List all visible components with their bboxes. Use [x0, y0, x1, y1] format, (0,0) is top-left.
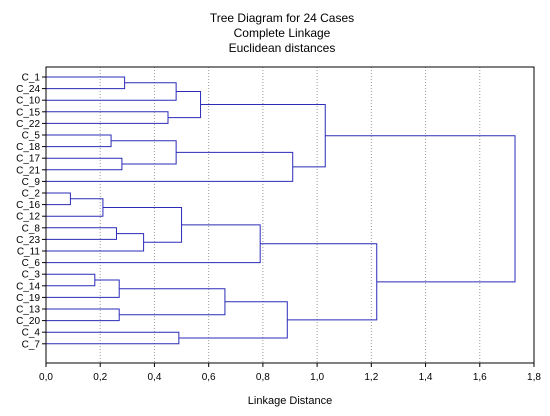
- dendrogram-link: [102, 207, 183, 243]
- dendrogram-link: [260, 243, 378, 321]
- leaf-label: C_17: [16, 154, 40, 165]
- leaf-label: C_4: [22, 328, 41, 339]
- dendrogram-link: [46, 279, 120, 298]
- leaf-label: C_11: [17, 247, 41, 258]
- x-tick-label: 0,6: [202, 372, 216, 383]
- leaf-label: C_10: [16, 96, 40, 107]
- dendrogram-link: [325, 135, 516, 283]
- x-tick-label: 0,4: [147, 372, 161, 383]
- x-tick-label: 0,2: [93, 372, 107, 383]
- leaf-label: C_18: [16, 142, 40, 153]
- leaf-label: C_1: [22, 73, 41, 84]
- dendrogram-link: [178, 301, 288, 339]
- dendrogram-link: [46, 198, 104, 217]
- x-tick-label: 1,8: [527, 372, 541, 383]
- leaf-label: C_16: [16, 200, 40, 211]
- dendrogram-link: [46, 76, 126, 90]
- dendrogram-link: [46, 82, 177, 101]
- dendrogram-link: [46, 308, 120, 322]
- chart-subtitle-linkage: Complete Linkage: [234, 26, 331, 40]
- chart-title: Tree Diagram for 24 Cases: [210, 11, 354, 25]
- x-tick-label: 0,8: [256, 372, 270, 383]
- leaf-label: C_8: [22, 223, 41, 234]
- leaf-label: C_19: [16, 293, 40, 304]
- leaf-label: C_2: [22, 189, 41, 200]
- leaf-label: C_9: [22, 177, 41, 188]
- leaf-label: C_21: [16, 165, 40, 176]
- x-tick-label: 0,0: [39, 372, 53, 383]
- dendrogram-link: [46, 157, 123, 171]
- x-tick-label: 1,2: [364, 372, 378, 383]
- x-tick-label: 1,4: [419, 372, 433, 383]
- dendrogram-link: [200, 104, 326, 168]
- grid-lines: [99, 67, 481, 363]
- plot-frame: [45, 66, 535, 364]
- dendrogram-link: [119, 288, 226, 316]
- dendrogram-branches: [46, 76, 516, 345]
- leaf-label: C_23: [16, 235, 40, 246]
- leaf-label: C_14: [16, 281, 40, 292]
- leaf-label: C_13: [16, 305, 40, 316]
- leaf-labels: C_1C_24C_10C_15C_22C_5C_18C_17C_21C_9C_2…: [16, 73, 46, 350]
- x-axis-ticks: 0,0 0,2 0,4 0,6 0,8 1,0 1,2 1,4 1,6 1,8: [39, 363, 541, 383]
- dendrogram-link: [46, 331, 180, 345]
- dendrogram-link: [46, 273, 96, 287]
- leaf-label: C_20: [16, 316, 40, 327]
- leaf-label: C_12: [16, 212, 40, 223]
- dendrogram-link: [111, 140, 177, 165]
- dendrogram-link: [46, 111, 169, 124]
- leaf-label: C_6: [22, 258, 41, 269]
- x-axis-label: Linkage Distance: [248, 395, 332, 407]
- x-tick-label: 1,6: [473, 372, 487, 383]
- leaf-label: C_15: [16, 107, 40, 118]
- dendrogram-link: [46, 224, 261, 264]
- leaf-label: C_7: [22, 339, 41, 350]
- leaf-label: C_3: [22, 270, 41, 281]
- leaf-label: C_22: [16, 119, 40, 130]
- chart-subtitle-distance: Euclidean distances: [229, 41, 336, 55]
- dendrogram-link: [168, 91, 202, 119]
- leaf-label: C_5: [22, 131, 41, 142]
- x-tick-label: 1,0: [310, 372, 324, 383]
- dendrogram-link: [46, 233, 145, 252]
- dendrogram-link: [46, 227, 117, 240]
- dendrogram-link: [46, 151, 294, 182]
- dendrogram-link: [46, 134, 112, 148]
- dendrogram-link: [46, 192, 71, 206]
- leaf-label: C_24: [16, 84, 40, 95]
